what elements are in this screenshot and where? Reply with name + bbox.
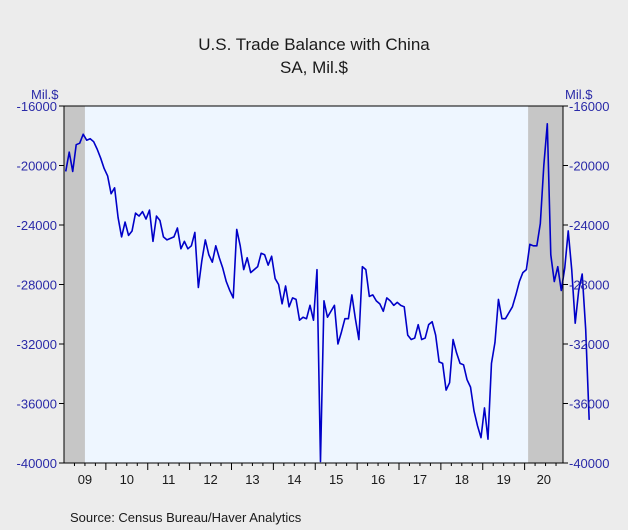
x-tick-label: 09 bbox=[78, 472, 92, 487]
chart-title: U.S. Trade Balance with China bbox=[198, 35, 430, 54]
x-tick-label: 13 bbox=[245, 472, 259, 487]
y-axis-ticks: -16000 -16000 -20000 -20000 -24000 -24000 -280… bbox=[17, 99, 610, 471]
y-tick-label-left: -32000 bbox=[17, 337, 57, 352]
y-tick-label-right: -28000 bbox=[569, 278, 609, 293]
y-tick-label-left: -16000 bbox=[17, 99, 57, 114]
y-tick-label-left: -40000 bbox=[17, 456, 57, 471]
y-tick-label-right: -36000 bbox=[569, 397, 609, 412]
x-tick-label: 11 bbox=[162, 472, 176, 487]
y-tick-label-right: -32000 bbox=[569, 337, 609, 352]
x-tick-label: 15 bbox=[329, 472, 343, 487]
series-line-group bbox=[64, 123, 590, 463]
y-tick-label-right: -16000 bbox=[569, 99, 609, 114]
x-tick-label: 18 bbox=[455, 472, 469, 487]
plot-area bbox=[64, 106, 563, 463]
x-tick-label: 20 bbox=[537, 472, 551, 487]
y-tick-label-right: -24000 bbox=[569, 218, 609, 233]
y-tick-label-right: -40000 bbox=[569, 456, 609, 471]
y-tick-label-left: -36000 bbox=[17, 397, 57, 412]
y-tick-label-left: -20000 bbox=[17, 159, 57, 174]
recession-shading-group bbox=[64, 106, 563, 463]
y-axis-unit-left: Mil.$ bbox=[31, 87, 59, 102]
x-tick-label: 14 bbox=[287, 472, 301, 487]
x-axis-ticks: 09 10 11 12 13 14 15 16 17 18 19 20 bbox=[73, 463, 557, 487]
x-tick-label: 19 bbox=[496, 472, 510, 487]
x-tick-label: 10 bbox=[120, 472, 134, 487]
recession-band-2 bbox=[528, 106, 563, 463]
x-tick-label: 12 bbox=[203, 472, 217, 487]
y-tick-label-right: -20000 bbox=[569, 159, 609, 174]
source-note: Source: Census Bureau/Haver Analytics bbox=[70, 510, 302, 525]
x-tick-label: 17 bbox=[413, 472, 427, 487]
y-tick-label-left: -28000 bbox=[17, 278, 57, 293]
series-line-1 bbox=[64, 123, 590, 463]
y-tick-label-left: -24000 bbox=[17, 218, 57, 233]
recession-band-1 bbox=[64, 106, 85, 463]
chart-subtitle: SA, Mil.$ bbox=[280, 58, 349, 77]
x-tick-label: 16 bbox=[371, 472, 385, 487]
y-axis-unit-right: Mil.$ bbox=[565, 87, 593, 102]
